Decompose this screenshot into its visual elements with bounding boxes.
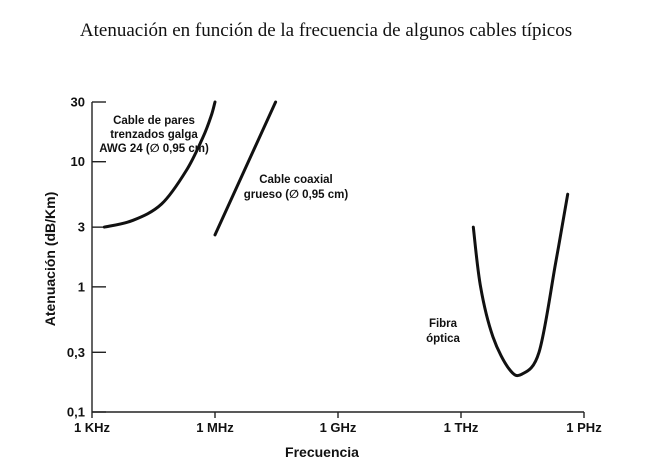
- chart-title: Atenuación en función de la frecuencia d…: [79, 20, 573, 41]
- x-tick-label: 1 THz: [444, 420, 479, 435]
- series-label-line: Fibra: [429, 318, 458, 330]
- y-tick-label: 0,3: [67, 345, 85, 360]
- twisted-pair-label: Cable de pares trenzados galga AWG 24 (∅ 0…: [99, 115, 209, 155]
- x-tick-label: 1 MHz: [196, 420, 234, 435]
- annotations: Cable de pares trenzados galga AWG 24 (∅ 0…: [99, 115, 460, 345]
- axes: 1 KHz 1 MHz 1 GHz 1 THz 1 PHz 0,1 0,3 1 3 10 30: [67, 95, 602, 436]
- y-tick-label: 30: [71, 95, 85, 110]
- y-tick-label: 3: [78, 220, 85, 235]
- twisted-pair-line: [102, 100, 217, 229]
- series-label-line: trenzados galga: [110, 129, 198, 141]
- series-label-line: óptica: [426, 333, 460, 345]
- series-layer: [102, 100, 570, 378]
- coaxial-line: [213, 100, 278, 237]
- series-label-line: grueso (∅ 0,95 cm): [244, 189, 349, 201]
- optical-fiber-label: Fibra óptica: [426, 318, 460, 345]
- x-tick-label: 1 KHz: [74, 420, 111, 435]
- x-tick-label: 1 PHz: [566, 420, 602, 435]
- x-tick-label: 1 GHz: [320, 420, 357, 435]
- y-axis-title: Atenuación (dB/Km): [42, 192, 58, 327]
- series-label-line: AWG 24 (∅ 0,95 cm): [99, 143, 209, 155]
- y-tick-label: 10: [71, 154, 85, 169]
- coaxial-label: Cable coaxial grueso (∅ 0,95 cm): [244, 174, 349, 201]
- series-label-line: Cable coaxial: [259, 174, 333, 186]
- series-label-line: Cable de pares: [113, 115, 195, 127]
- optical-fiber-line: [471, 192, 570, 378]
- y-tick-label: 0,1: [67, 405, 85, 420]
- x-axis-title: Frecuencia: [285, 444, 359, 460]
- y-tick-label: 1: [78, 279, 85, 294]
